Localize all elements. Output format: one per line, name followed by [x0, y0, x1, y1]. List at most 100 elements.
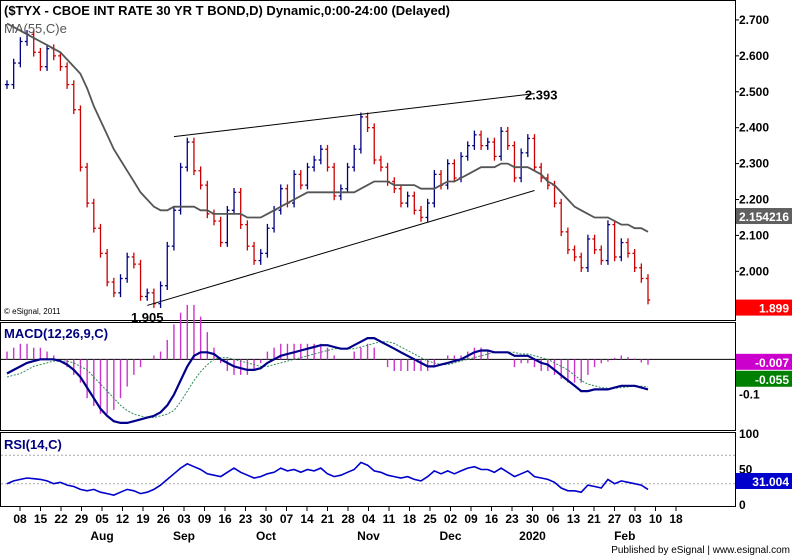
ma-last-value-bg: [736, 208, 792, 225]
price-bar: [558, 198, 564, 237]
rsi-y-tick-label: 0: [739, 498, 746, 512]
axes: 2.700 2.600 2.500 2.400 2.300 2.200 2.100 2.000…: [13, 13, 792, 543]
x-tick-label: 15: [34, 512, 48, 526]
trendline: [173, 93, 535, 138]
rsi-panel[interactable]: [1, 454, 735, 496]
price-bar: [465, 141, 470, 161]
price-bar: [265, 223, 270, 258]
x-tick-label: 03: [628, 512, 642, 526]
rsi-last-value: 31.004: [752, 475, 789, 489]
price-bar: [632, 249, 637, 273]
ma-line: [6, 22, 649, 233]
price-bar: [145, 288, 150, 301]
price-bar: [218, 216, 223, 247]
price-bar: [605, 220, 611, 265]
price-bar: [98, 223, 103, 258]
price-bar: [4, 80, 10, 89]
price-bar: [31, 30, 36, 57]
price-bar: [158, 281, 163, 308]
price-bar: [278, 184, 283, 215]
x-tick-label: 30: [526, 512, 540, 526]
price-bar: [291, 170, 297, 208]
macd-last-value: -0.007: [755, 356, 789, 370]
price-bar: [198, 166, 203, 190]
price-bar: [532, 134, 537, 172]
x-tick-label: 03: [177, 512, 191, 526]
price-bar: [251, 241, 257, 265]
price-bar: [124, 252, 130, 283]
price-bar: [518, 148, 524, 183]
price-bar: [345, 162, 350, 194]
price-bar: [639, 263, 644, 283]
price-bar: [452, 159, 457, 183]
price-bar: [492, 137, 497, 161]
price-bar: [625, 238, 631, 258]
price-bar: [311, 155, 317, 172]
price-bar: [325, 144, 330, 172]
x-tick-label: 08: [13, 512, 27, 526]
month-label: Oct: [256, 529, 276, 543]
x-tick-label: 23: [505, 512, 519, 526]
x-tick-label: 14: [300, 512, 314, 526]
watermark: © eSignal, 2011: [4, 307, 61, 316]
price-bar: [11, 58, 16, 89]
price-bar: [331, 162, 337, 201]
x-tick-label: 10: [649, 512, 663, 526]
x-tick-label: 16: [218, 512, 232, 526]
price-bar: [592, 234, 597, 255]
price-bar: [505, 126, 510, 150]
month-label: Feb: [614, 529, 635, 543]
x-tick-label: 21: [587, 512, 601, 526]
macd-panel[interactable]: [1, 304, 735, 424]
x-tick-label: 27: [608, 512, 622, 526]
price-bar: [171, 205, 177, 251]
price-bar: [165, 241, 170, 290]
macd-signal-line: [6, 341, 649, 419]
month-label: Sep: [173, 529, 195, 543]
price-bar: [472, 130, 477, 150]
price-panel[interactable]: 2.393 1.905: [4, 22, 651, 326]
price-bar: [44, 44, 50, 71]
price-bar: [579, 252, 584, 273]
price-y-tick-label: 2.000: [739, 264, 769, 278]
x-tick-label: 06: [546, 512, 560, 526]
footer-credit: Published by eSignal | www.esignal.com: [611, 545, 790, 556]
x-tick-label: 21: [321, 512, 335, 526]
x-tick-label: 25: [423, 512, 437, 526]
x-tick-label: 19: [136, 512, 150, 526]
price-bar: [645, 274, 651, 305]
price-bar: [131, 252, 137, 269]
macd-panel-frame: [0, 322, 736, 431]
price-bar: [91, 198, 97, 233]
price-bar: [71, 80, 76, 115]
price-bar: [425, 198, 430, 222]
x-tick-label: 13: [567, 512, 581, 526]
rsi-y-tick-label: 100: [739, 427, 759, 441]
price-bar: [612, 220, 617, 262]
price-bar: [565, 227, 571, 255]
price-bar: [538, 162, 544, 183]
month-label: Dec: [439, 529, 461, 543]
rsi-label: RSI(14,C): [4, 437, 62, 452]
price-bar: [365, 112, 370, 132]
price-bar: [358, 112, 364, 154]
x-tick-label: 02: [444, 512, 458, 526]
price-bar: [258, 249, 263, 265]
price-bar: [231, 188, 237, 215]
rsi-line: [6, 461, 649, 496]
price-bar: [104, 249, 110, 287]
price-bar: [525, 134, 531, 158]
price-bar: [485, 137, 490, 150]
price-y-tick-label: 2.100: [739, 228, 769, 242]
price-bar: [111, 277, 117, 298]
x-tick-label: 23: [239, 512, 253, 526]
price-bar: [418, 205, 424, 222]
price-bar: [118, 274, 123, 298]
price-y-tick-label: 2.300: [739, 157, 769, 171]
price-bar: [405, 191, 410, 208]
price-bar: [318, 144, 324, 165]
x-tick-label: 16: [485, 512, 499, 526]
price-annotation: 1.905: [131, 310, 164, 325]
macd-last-value-bg: [736, 353, 792, 370]
